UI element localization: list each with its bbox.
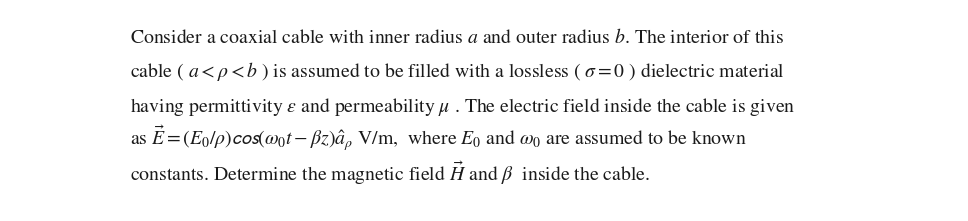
Text: cable ( $a < \rho < b$ ) is assumed to be filled with a lossless ( $\sigma = 0$ : cable ( $a < \rho < b$ ) is assumed to b… — [130, 60, 785, 83]
Text: constants. Determine the magnetic field $\vec{H}$ and $\beta$  inside the cable.: constants. Determine the magnetic field … — [130, 160, 650, 187]
Text: Consider a coaxial cable with inner radius $a$ and outer radius $b$. The interio: Consider a coaxial cable with inner radi… — [130, 28, 784, 47]
Text: having permittivity $\varepsilon$ and permeability $\mu$ . The electric field in: having permittivity $\varepsilon$ and pe… — [130, 96, 796, 118]
Text: as $\vec{E}=(E_0/\rho)\mathsf{cos}(\omega_0 t-\beta z)\hat{a}_{\rho}$ V/m,  wher: as $\vec{E}=(E_0/\rho)\mathsf{cos}(\omeg… — [130, 124, 746, 153]
